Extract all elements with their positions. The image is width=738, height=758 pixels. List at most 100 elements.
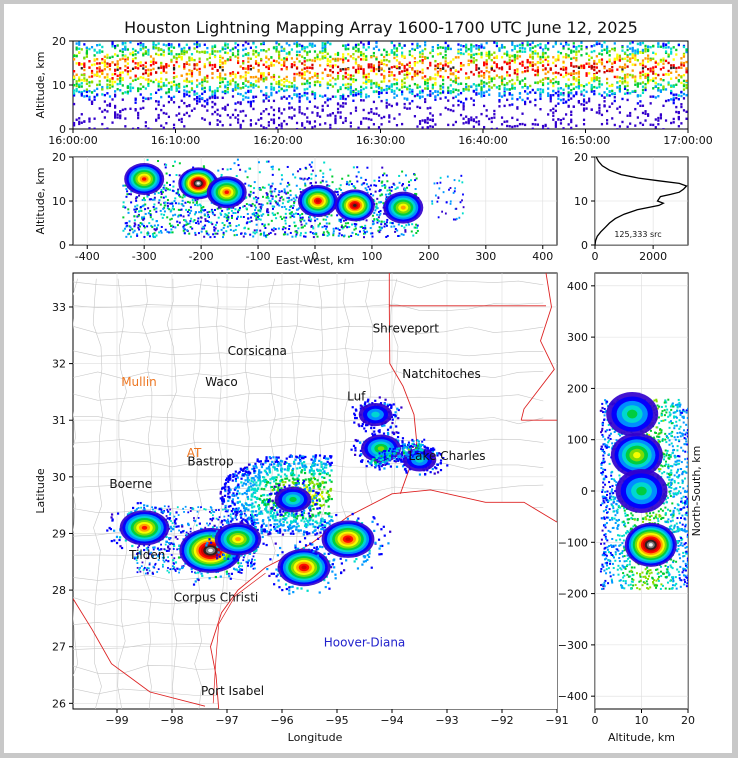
east-west-cell (180, 203, 183, 206)
time-height-cell (677, 80, 680, 83)
east-west-cell (294, 235, 297, 238)
time-height-cell (147, 84, 150, 87)
time-height-cell (339, 57, 342, 61)
time-height-cell (329, 79, 332, 82)
east-west-cell (254, 232, 257, 235)
east-west-cell (299, 216, 302, 219)
east-west-cell (278, 204, 281, 207)
time-height-cell (467, 76, 470, 79)
time-height-cell (567, 55, 570, 59)
time-height-cell (662, 46, 665, 49)
county-border (73, 370, 544, 379)
time-height-cell (639, 71, 642, 74)
east-west-cell (359, 225, 362, 228)
time-height-cell (485, 90, 488, 93)
east-west-cell (279, 197, 282, 200)
time-height-cell (477, 83, 481, 87)
time-height-cell (442, 78, 445, 82)
time-height-cell (229, 83, 232, 86)
time-height-cell (659, 113, 663, 116)
time-height-cell (388, 87, 391, 90)
east-west-cell (122, 205, 125, 208)
time-height-cell (121, 48, 124, 51)
time-height-cell (142, 76, 145, 80)
time-height-cell (508, 88, 511, 91)
time-height-cell (367, 42, 370, 46)
time-height-cell (101, 50, 104, 53)
east-west-cell (280, 195, 283, 198)
time-height-cell (139, 87, 142, 91)
east-west-cell (133, 215, 136, 218)
time-height-cell (73, 70, 76, 73)
time-height-cell (196, 43, 199, 46)
time-height-cell (511, 93, 514, 97)
time-height-cell (101, 45, 104, 49)
time-height-cell (283, 119, 286, 123)
east-west-cell (195, 200, 198, 203)
time-height-cell (244, 47, 247, 51)
time-height-cell (321, 77, 324, 80)
east-west-cell (152, 205, 155, 208)
east-west-cell (396, 229, 399, 232)
time-height-cell (73, 83, 76, 87)
time-height-cell (257, 77, 260, 80)
time-height-cell (224, 51, 227, 54)
east-west-cell (270, 185, 273, 188)
east-west-cell (281, 206, 284, 209)
time-height-cell (365, 96, 368, 99)
east-west-cell (299, 191, 302, 194)
time-height-cell (567, 98, 570, 102)
time-height-cell (331, 70, 335, 74)
east-west-cell (259, 188, 262, 191)
time-height-cell (659, 89, 663, 92)
time-height-cell (554, 123, 557, 126)
time-height-cell (490, 116, 493, 120)
time-height-cell (662, 73, 665, 76)
east-west-cell (383, 225, 386, 228)
east-west-cell (157, 160, 160, 163)
time-height-cell (472, 90, 475, 93)
time-height-cell (547, 41, 550, 45)
time-height-cell (395, 124, 399, 127)
east-west-cell (250, 216, 253, 219)
time-height-cell (457, 103, 460, 107)
time-height-cell (572, 45, 575, 48)
time-height-cell (631, 48, 634, 51)
time-height-cell (639, 94, 642, 97)
time-height-cell (500, 46, 504, 49)
east-west-cell (162, 187, 165, 190)
time-height-cell (237, 61, 240, 65)
time-height-cell (606, 69, 609, 73)
east-west-cell (223, 215, 226, 218)
time-height-cell (262, 63, 265, 67)
time-height-cell (408, 91, 411, 94)
time-height-cell (96, 62, 99, 65)
time-height-cell (231, 72, 235, 76)
time-height-cell (285, 122, 288, 126)
time-height-cell (114, 111, 117, 114)
time-height-cell (626, 45, 629, 48)
time-height-cell (265, 56, 268, 59)
time-height-cell (431, 119, 434, 123)
time-height-cell (547, 94, 550, 98)
time-height-cell (165, 71, 168, 74)
time-height-cell (365, 93, 368, 96)
time-height-cell (541, 88, 545, 92)
east-west-cell (301, 212, 304, 215)
time-height-cell (311, 44, 314, 48)
time-height-cell (421, 76, 424, 79)
time-height-cell (582, 107, 586, 110)
time-height-cell (475, 85, 478, 88)
time-height-cell (636, 85, 639, 88)
east-west-cell (155, 234, 158, 237)
time-height-cell (485, 59, 488, 62)
time-height-cell (570, 64, 573, 67)
time-height-cell (536, 52, 540, 55)
time-height-cell (211, 90, 214, 93)
time-height-cell (247, 80, 250, 84)
time-height-cell (237, 48, 240, 52)
time-height-cell (306, 96, 309, 100)
time-height-cell (183, 101, 186, 105)
time-height-cell (567, 87, 570, 90)
time-height-cell (641, 91, 645, 94)
